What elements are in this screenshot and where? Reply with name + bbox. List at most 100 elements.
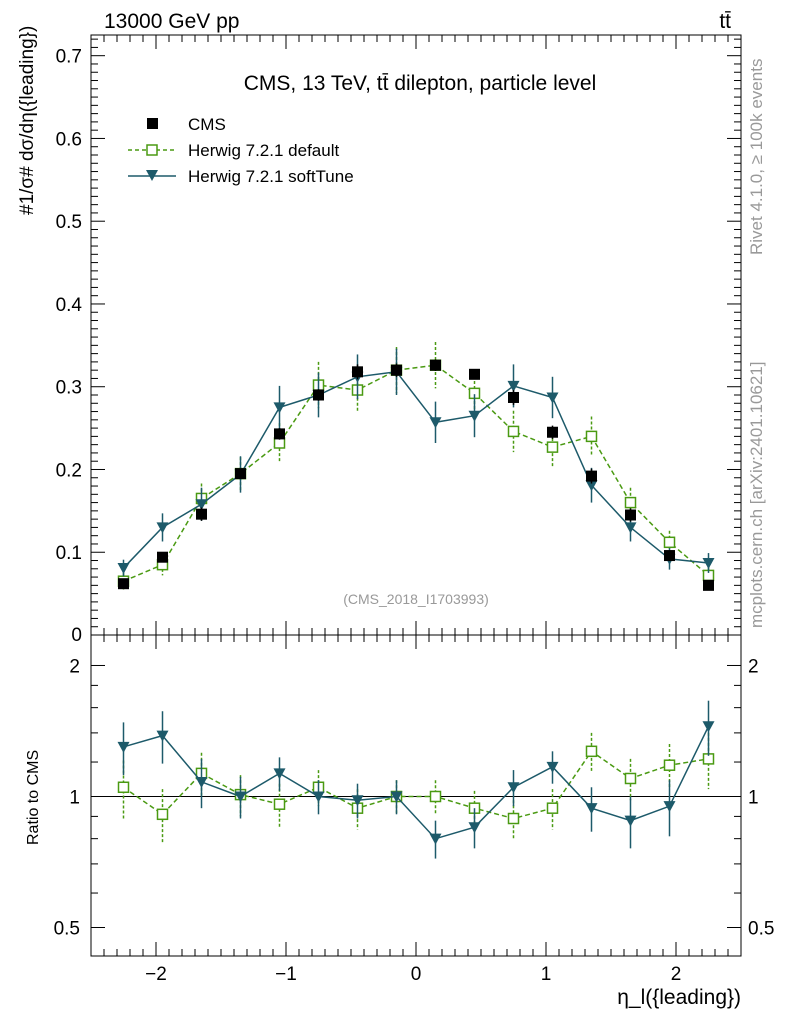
softtune-marker xyxy=(117,562,130,574)
y-tick-label-main: 0.4 xyxy=(56,295,83,316)
cms-data-point xyxy=(274,428,285,440)
legend-label-cms: CMS xyxy=(188,115,226,134)
cms-data-point xyxy=(547,426,558,438)
y-tick-label-main-zero: 0 xyxy=(71,625,82,646)
main-title: CMS, 13 TeV, tt̄ dilepton, particle leve… xyxy=(244,72,597,95)
softtune-marker xyxy=(195,499,208,511)
x-tick-label: −2 xyxy=(145,964,167,985)
softtune-marker xyxy=(156,522,169,534)
default-marker xyxy=(507,812,520,825)
softtune-marker xyxy=(234,791,247,803)
softtune-marker xyxy=(624,815,637,827)
softtune-marker xyxy=(156,730,169,742)
y-tick-label-ratio-right: 2 xyxy=(748,656,759,677)
default-marker xyxy=(585,745,598,758)
x-tick-label: 2 xyxy=(671,964,682,985)
header-process-label: tt̄ xyxy=(719,10,731,33)
softtune-marker xyxy=(390,791,403,803)
default-marker xyxy=(546,802,559,814)
softtune-marker xyxy=(273,402,286,414)
default-marker xyxy=(429,790,442,803)
softtune-marker xyxy=(429,417,442,429)
default-series-line xyxy=(123,750,709,820)
default-marker xyxy=(624,496,637,509)
cms-data-point xyxy=(196,508,207,520)
softtune-series-line xyxy=(123,725,710,840)
main-series xyxy=(117,342,715,591)
legend-marker-default xyxy=(146,144,158,156)
legend-label-softtune: Herwig 7.2.1 softTune xyxy=(188,167,354,186)
softtune-marker xyxy=(663,801,676,813)
cms-data-point xyxy=(313,389,324,401)
softtune-marker xyxy=(585,480,598,492)
softtune-marker xyxy=(546,761,559,773)
y-tick-label-ratio-left: 2 xyxy=(69,656,80,677)
x-tick-label: 1 xyxy=(541,964,552,985)
softtune-marker xyxy=(624,522,637,534)
softtune-marker xyxy=(351,795,364,807)
default-marker xyxy=(546,441,559,453)
y-tick-label-ratio-left: 0.5 xyxy=(54,918,80,939)
softtune-marker xyxy=(585,803,598,815)
mcplots-label: mcplots.cern.ch [arXiv:2401.10621] xyxy=(747,362,766,628)
cms-data-point xyxy=(703,579,714,591)
cms-data-point xyxy=(508,391,519,403)
y-tick-label-main: 0.2 xyxy=(56,460,82,481)
cms-data-point xyxy=(664,550,675,562)
y-tick-label-ratio-right: 1 xyxy=(748,787,759,808)
softtune-marker xyxy=(429,833,442,845)
legend-label-default: Herwig 7.2.1 default xyxy=(188,141,339,160)
ratio-panel-frame xyxy=(90,634,742,957)
rivet-label: Rivet 4.1.0, ≥ 100k events xyxy=(747,59,766,255)
softtune-marker xyxy=(507,380,520,392)
x-tick-label: 0 xyxy=(411,964,422,985)
watermark-analysis: (CMS_2018_I1703993) xyxy=(343,591,489,607)
softtune-marker xyxy=(312,791,325,803)
legend: CMS Herwig 7.2.1 default Herwig 7.2.1 so… xyxy=(128,115,354,186)
default-marker xyxy=(624,772,637,785)
cms-data-point xyxy=(157,551,168,563)
softtune-marker xyxy=(468,822,481,834)
y-tick-label-main: 0.6 xyxy=(56,129,82,150)
softtune-marker xyxy=(273,768,286,780)
legend-marker-softtune xyxy=(146,170,158,181)
softtune-marker xyxy=(468,410,481,422)
cms-data-point xyxy=(625,509,636,521)
default-marker xyxy=(663,759,676,771)
default-marker xyxy=(585,430,598,443)
cms-data-point xyxy=(118,578,129,590)
ratio-series xyxy=(117,700,715,859)
default-marker xyxy=(507,425,520,438)
cms-data-point xyxy=(430,359,441,371)
default-marker xyxy=(117,781,130,794)
axis-ticks: −2 −1 0 1 2 0.1 0.2 0.3 0.4 0.5 0.6 0.7 0 0.5 0.5 1 1 2 2 xyxy=(54,35,774,985)
softtune-series-line xyxy=(122,371,709,569)
y-tick-label-ratio-left: 1 xyxy=(69,787,80,808)
softtune-marker xyxy=(546,392,559,404)
y-tick-label-ratio-right: 0.5 xyxy=(748,918,774,939)
cms-data-point xyxy=(586,470,597,482)
y-tick-label-main: 0.5 xyxy=(56,212,82,233)
header-energy-label: 13000 GeV pp xyxy=(104,10,239,33)
cms-data-point xyxy=(391,364,402,376)
default-marker xyxy=(663,536,676,549)
softtune-marker xyxy=(702,558,715,569)
default-marker xyxy=(156,808,169,821)
softtune-marker xyxy=(117,741,130,753)
cms-data-point xyxy=(235,468,246,480)
legend-marker-cms xyxy=(147,118,158,129)
y-tick-label-main: 0.3 xyxy=(56,378,82,399)
softtune-marker xyxy=(702,721,715,733)
y-tick-label-main: 0.1 xyxy=(56,543,82,564)
y-tick-label-main: 0.7 xyxy=(56,47,82,68)
softtune-marker xyxy=(507,782,520,794)
x-axis-label: η_l({leading}) xyxy=(617,986,741,1009)
cms-data-point xyxy=(469,368,480,380)
default-series-line xyxy=(123,364,709,582)
ratio-y-axis-label: Ratio to CMS xyxy=(25,750,42,845)
main-y-axis-label: #1/σ# dσ/dη({leading}) xyxy=(17,26,38,215)
default-marker xyxy=(273,798,286,810)
cms-data-point xyxy=(352,366,363,378)
x-tick-label: −1 xyxy=(275,964,297,985)
